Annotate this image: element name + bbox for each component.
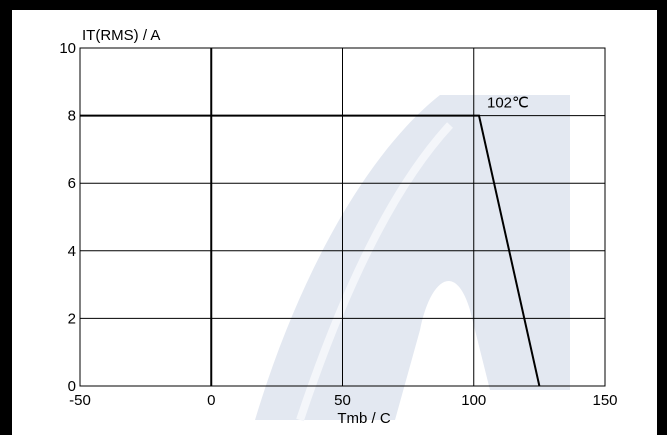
x-tick-label: 50 [334, 392, 351, 409]
x-tick-label: -50 [69, 392, 91, 409]
annotation-102c: 102℃ [487, 95, 529, 112]
x-tick-label: 0 [207, 392, 215, 409]
series [80, 114, 541, 387]
plot-border [79, 47, 606, 387]
series-line-0 [80, 114, 541, 387]
x-tick-labels: -50 0 50 100 150 [69, 392, 617, 409]
y-tick-label: 10 [59, 40, 76, 57]
plot-area [79, 47, 606, 387]
y-tick-labels: 0 2 4 6 8 10 [59, 40, 76, 395]
y-tick-label: 4 [68, 243, 76, 260]
y-tick-label: 8 [68, 108, 76, 125]
y-tick-label: 2 [68, 310, 76, 327]
y-tick-label: 0 [68, 378, 76, 395]
x-tick-label: 100 [461, 392, 486, 409]
x-axis-label: Tmb / C [337, 410, 391, 427]
y-axis-label: IT(RMS) / A [82, 27, 160, 44]
x-tick-label: 150 [592, 392, 617, 409]
y-tick-label: 6 [68, 175, 76, 192]
watermark-logo [255, 95, 570, 422]
